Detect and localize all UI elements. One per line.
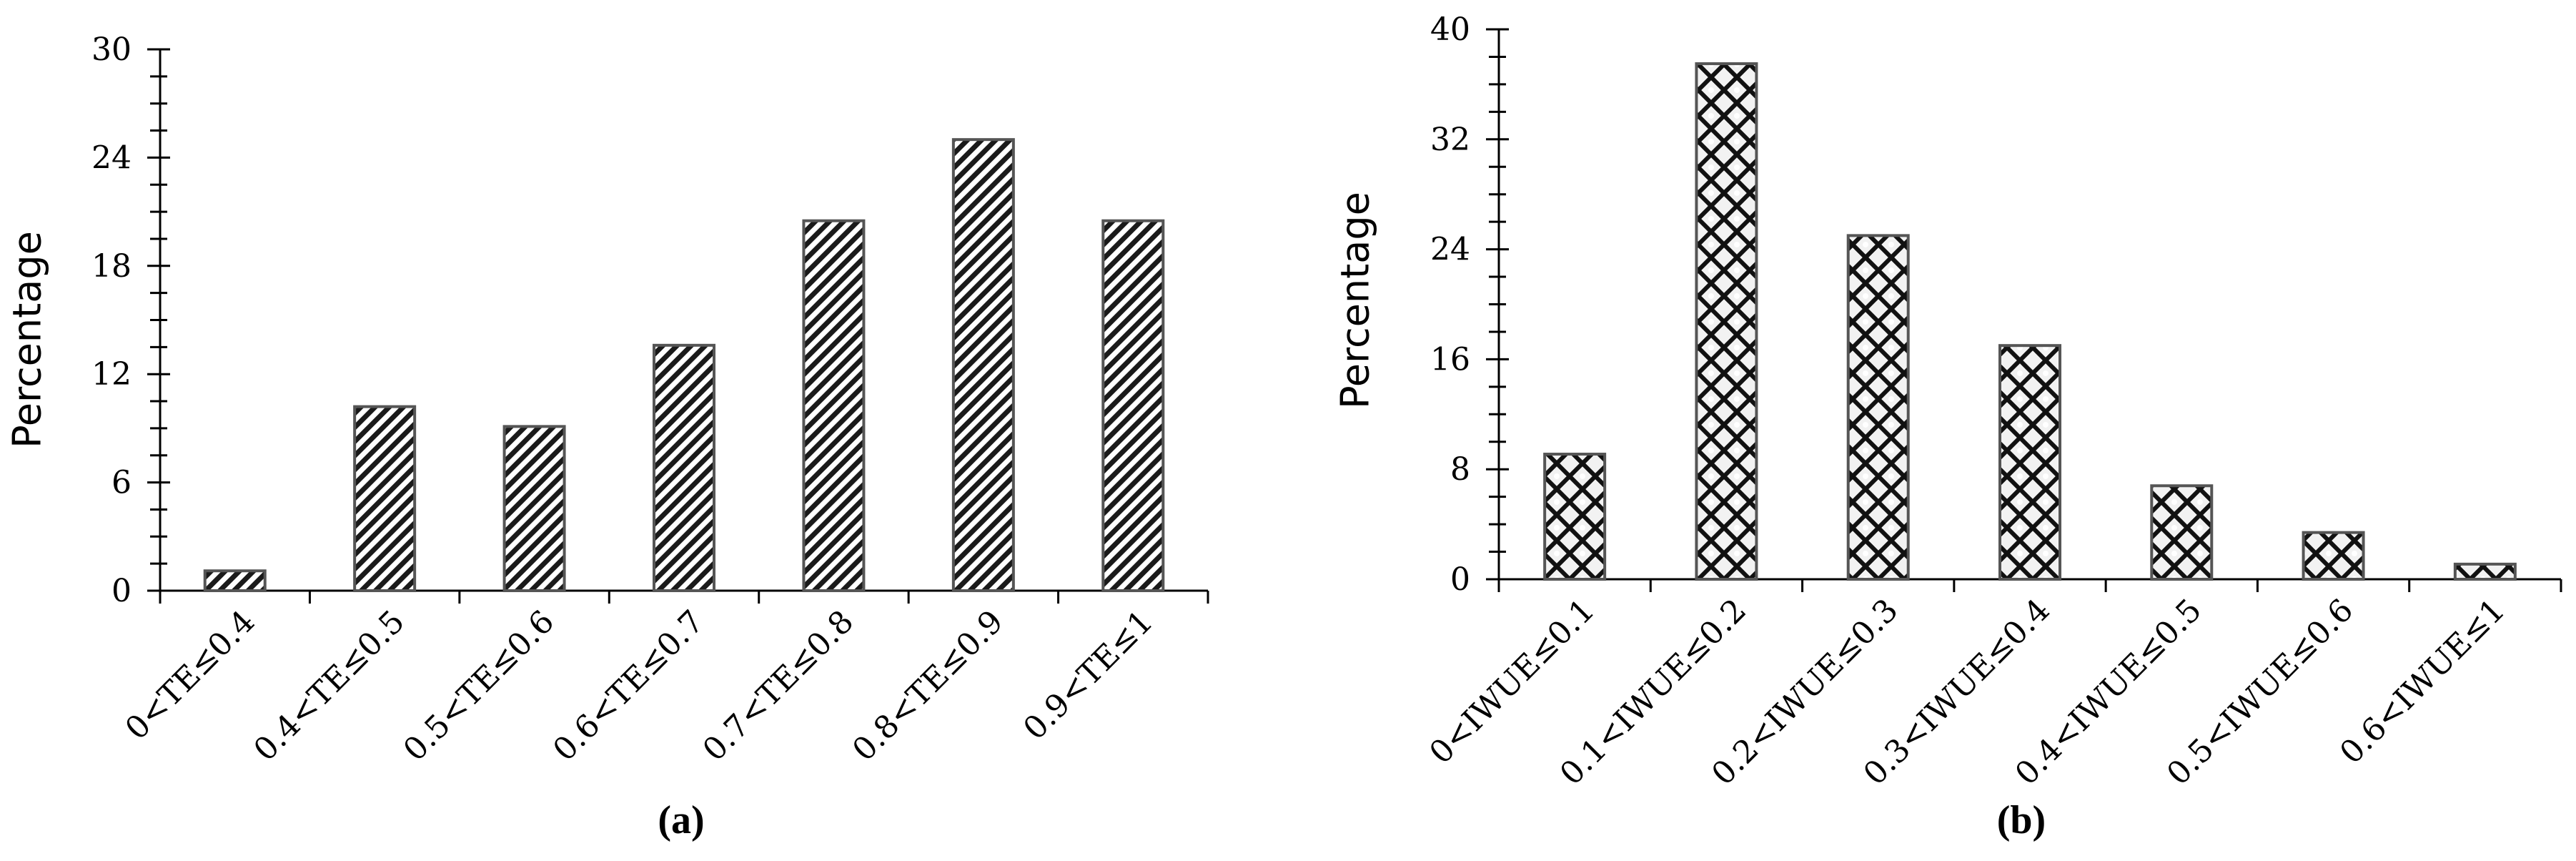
bar-a-1 [353, 405, 417, 592]
y-tick-label-b: 16 [1430, 341, 1470, 378]
bar-b-5 [2302, 531, 2365, 581]
y-tick-label-b: 24 [1430, 232, 1470, 268]
x-category-label-b-6: 0.6<IWUE≤1 [2333, 592, 2512, 772]
x-category-label-a-1: 0.4<TE≤0.5 [247, 604, 412, 769]
y-axis-title-b: Percentage [1333, 192, 1378, 409]
y-axis-title-a: Percentage [5, 231, 50, 448]
x-category-label-a-5: 0.8<TE≤0.9 [846, 604, 1011, 769]
x-category-label-a-2: 0.5<TE≤0.6 [397, 604, 562, 769]
panel-label-b: (b) [1997, 798, 2046, 842]
y-tick-label-a: 0 [112, 573, 132, 609]
chart-b: 08162432400<IWUE≤0.10.1<IWUE≤0.20.2<IWUE… [1333, 11, 2562, 842]
bar-b-2 [1846, 234, 1910, 581]
bar-a-6 [1101, 219, 1165, 592]
bar-b-1 [1695, 62, 1758, 581]
y-tick-label-b: 8 [1450, 451, 1470, 488]
bar-b-4 [2150, 484, 2214, 581]
chart-a: 06121824300<TE≤0.40.4<TE≤0.50.5<TE≤0.60.… [5, 31, 1209, 842]
y-tick-label-a: 12 [91, 356, 132, 393]
x-category-label-a-3: 0.6<TE≤0.7 [546, 604, 711, 769]
y-tick-label-a: 30 [91, 31, 132, 68]
bar-a-2 [502, 425, 566, 592]
bar-a-3 [653, 343, 715, 592]
x-category-label-a-4: 0.7<TE≤0.8 [696, 604, 861, 769]
y-tick-label-b: 0 [1450, 561, 1470, 598]
bar-b-3 [1998, 344, 2061, 581]
x-category-label-a-0: 0<TE≤0.4 [119, 604, 262, 747]
panel-label-a: (a) [658, 798, 704, 842]
bar-a-0 [203, 569, 267, 593]
bar-b-6 [2453, 562, 2517, 581]
y-tick-label-a: 18 [91, 248, 132, 285]
bar-a-5 [951, 138, 1015, 592]
y-tick-label-a: 6 [112, 465, 132, 501]
bar-a-4 [802, 219, 866, 592]
bar-b-0 [1543, 453, 1607, 581]
y-tick-label-a: 24 [91, 139, 132, 176]
y-tick-label-b: 32 [1430, 122, 1470, 158]
x-category-label-a-6: 0.9<TE≤1 [1016, 604, 1160, 747]
y-tick-label-b: 40 [1430, 11, 1470, 48]
